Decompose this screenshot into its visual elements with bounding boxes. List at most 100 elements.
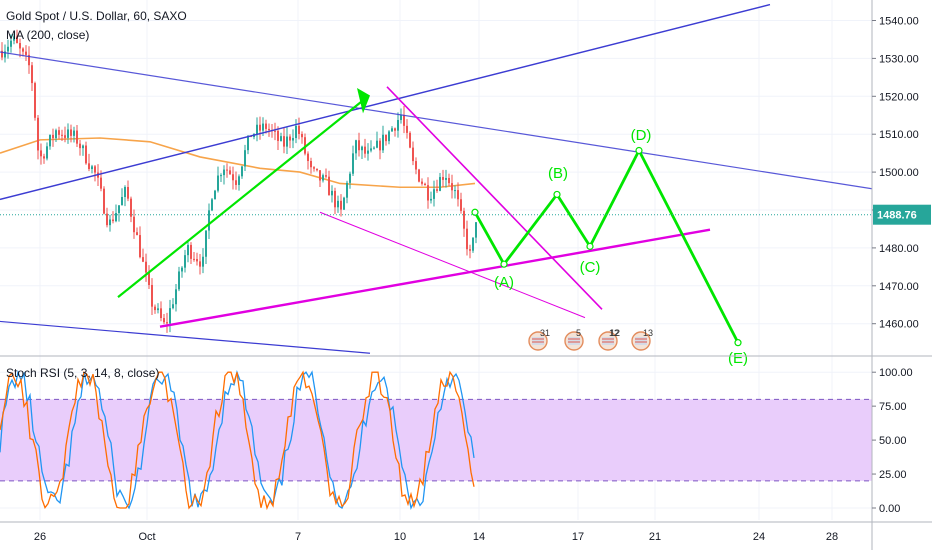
candle — [307, 151, 309, 170]
candle — [184, 249, 186, 273]
event-count: 31 — [540, 328, 550, 338]
candle-body — [142, 257, 144, 262]
candle-body — [34, 83, 36, 118]
candle-body — [367, 150, 369, 154]
event-badge: 13 — [631, 328, 653, 351]
candle-body — [418, 169, 420, 182]
candle-body — [43, 156, 45, 159]
candle — [82, 144, 84, 156]
wave-label: (D) — [631, 127, 652, 144]
wave-label: (C) — [580, 259, 601, 276]
candle — [448, 173, 450, 186]
candle-body — [364, 146, 366, 154]
candle-body — [118, 205, 120, 214]
stoch-legend[interactable]: Stoch RSI (5, 3, 14, 8, close) — [6, 366, 160, 380]
projected-wave-line — [473, 149, 740, 344]
candle-body — [379, 140, 381, 151]
candle — [61, 129, 63, 142]
candle — [454, 185, 456, 199]
price-axis-bg — [872, 0, 932, 550]
candle — [73, 126, 75, 143]
candle — [316, 168, 318, 172]
candle — [139, 226, 141, 259]
candle — [214, 189, 216, 200]
candle — [166, 312, 168, 333]
candle-body — [454, 190, 456, 192]
candle — [379, 138, 381, 160]
candle-body — [25, 51, 27, 55]
candle — [94, 164, 96, 182]
candle — [457, 182, 459, 207]
candle — [169, 299, 171, 333]
candle — [469, 244, 471, 259]
candle-body — [268, 128, 270, 131]
candle-body — [28, 54, 30, 66]
wave-label: (A) — [494, 274, 514, 291]
candle — [13, 34, 15, 45]
candle-body — [283, 136, 285, 147]
candle — [196, 252, 198, 266]
candle-body — [403, 115, 405, 126]
candle — [256, 117, 258, 142]
candle — [58, 126, 60, 139]
candle — [391, 126, 393, 132]
candle — [463, 207, 465, 237]
candle-body — [106, 213, 108, 226]
candle — [208, 203, 210, 240]
candle-body — [316, 168, 318, 171]
candle — [130, 196, 132, 223]
candle — [181, 266, 183, 278]
candle — [310, 157, 312, 174]
candle-body — [334, 190, 336, 208]
candle — [133, 209, 135, 239]
candle — [136, 227, 138, 236]
green-trend-arrow-line — [117, 101, 362, 299]
lower-channel-line — [0, 320, 371, 354]
y-tick-label: 1500.00 — [879, 167, 919, 179]
candle — [445, 169, 447, 188]
candle — [145, 253, 147, 282]
candle-body — [235, 180, 237, 185]
y-tick-label: 1480.00 — [879, 243, 919, 255]
candle — [151, 278, 153, 316]
candle-body — [130, 198, 132, 217]
candle-body — [61, 134, 63, 136]
candle-body — [241, 166, 243, 177]
candle — [241, 165, 243, 179]
candle — [103, 186, 105, 215]
symbol-title[interactable]: Gold Spot / U.S. Dollar, 60, SAXO — [6, 9, 187, 23]
candle — [226, 163, 228, 178]
candle-body — [292, 138, 294, 141]
candle-body — [472, 237, 474, 251]
candle — [154, 304, 156, 314]
candle-body — [409, 132, 411, 148]
candle — [337, 195, 339, 213]
candle — [106, 207, 108, 228]
candle-body — [76, 130, 78, 144]
candle-body — [187, 244, 189, 256]
candle — [388, 130, 390, 145]
candle — [43, 153, 45, 164]
candle-body — [154, 306, 156, 311]
candle-body — [46, 146, 48, 159]
ma-legend[interactable]: MA (200, close) — [6, 28, 90, 42]
candle-body — [127, 186, 129, 199]
candle-body — [361, 146, 363, 151]
x-tick-label: 17 — [572, 531, 584, 543]
candle-body — [37, 117, 39, 151]
candle-body — [328, 176, 330, 196]
candle-body — [64, 135, 66, 138]
candle — [361, 145, 363, 159]
candle — [67, 123, 69, 144]
candle — [28, 46, 30, 74]
candle-body — [79, 143, 81, 149]
candle — [88, 153, 90, 172]
candle-body — [226, 169, 228, 171]
candle-body — [4, 51, 6, 58]
candle — [376, 131, 378, 149]
x-tick-label: 28 — [826, 531, 838, 543]
stoch-d-line — [0, 370, 475, 511]
candle-body — [439, 177, 441, 191]
candle — [37, 114, 39, 160]
candle-body — [112, 219, 114, 222]
